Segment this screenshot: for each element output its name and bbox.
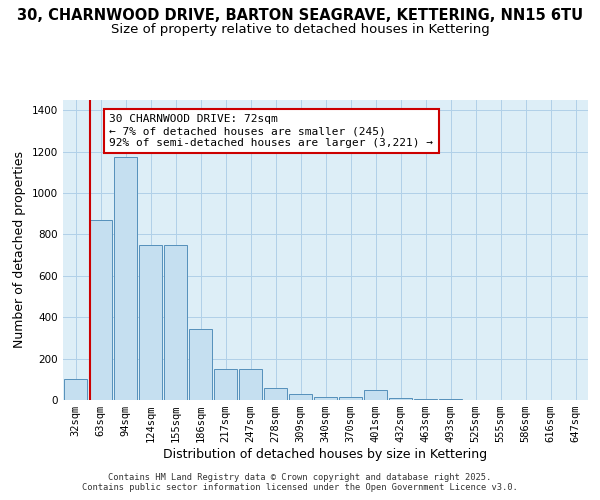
Y-axis label: Number of detached properties: Number of detached properties	[13, 152, 26, 348]
Bar	[114, 157, 137, 400]
Bar	[439, 399, 462, 400]
Bar	[314, 397, 337, 400]
Bar	[214, 369, 237, 400]
Bar	[189, 329, 212, 400]
Bar	[89, 220, 112, 400]
Bar	[264, 388, 287, 400]
Bar	[239, 370, 262, 400]
Text: Size of property relative to detached houses in Kettering: Size of property relative to detached ho…	[110, 22, 490, 36]
Bar	[64, 380, 87, 400]
X-axis label: Distribution of detached houses by size in Kettering: Distribution of detached houses by size …	[163, 448, 488, 461]
Bar	[364, 390, 387, 400]
Bar	[139, 245, 162, 400]
Text: 30, CHARNWOOD DRIVE, BARTON SEAGRAVE, KETTERING, NN15 6TU: 30, CHARNWOOD DRIVE, BARTON SEAGRAVE, KE…	[17, 8, 583, 22]
Bar	[414, 399, 437, 400]
Bar	[389, 398, 412, 400]
Text: Contains HM Land Registry data © Crown copyright and database right 2025.
Contai: Contains HM Land Registry data © Crown c…	[82, 473, 518, 492]
Text: 30 CHARNWOOD DRIVE: 72sqm
← 7% of detached houses are smaller (245)
92% of semi-: 30 CHARNWOOD DRIVE: 72sqm ← 7% of detach…	[109, 114, 433, 148]
Bar	[289, 394, 312, 400]
Bar	[164, 245, 187, 400]
Bar	[339, 397, 362, 400]
